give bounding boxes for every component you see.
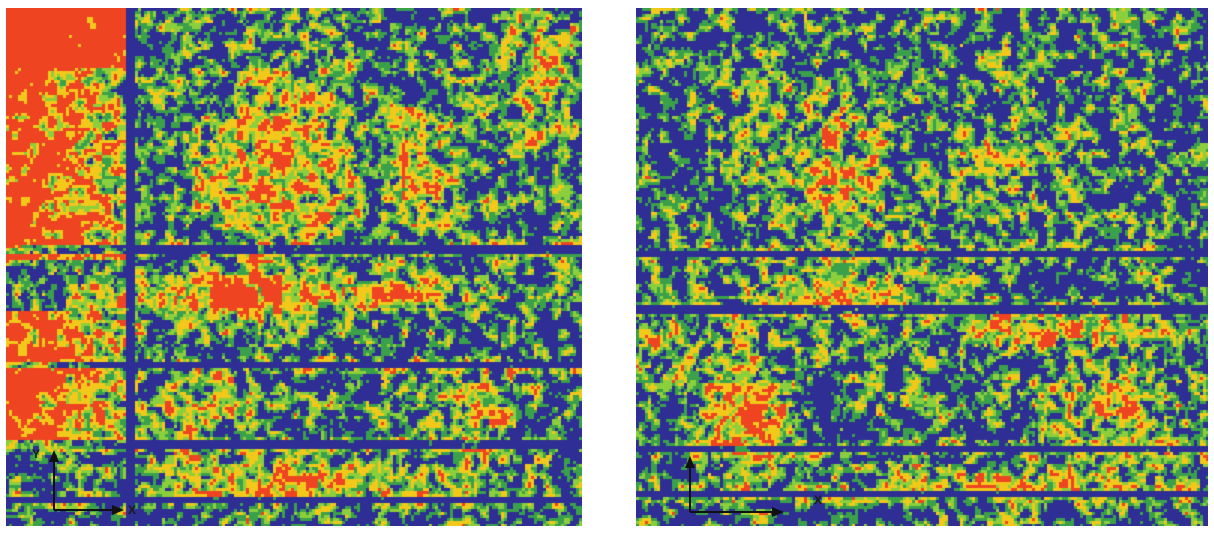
right-x-axis-label: X bbox=[814, 493, 823, 507]
left-y-axis-label: Y bbox=[32, 447, 41, 461]
left-intensity-map bbox=[6, 8, 582, 526]
right-intensity-map bbox=[636, 8, 1208, 526]
right-intensity-map-panel: X bbox=[636, 8, 1208, 526]
left-intensity-map-panel: Y X bbox=[6, 8, 582, 526]
left-x-axis-label: X bbox=[128, 503, 137, 517]
